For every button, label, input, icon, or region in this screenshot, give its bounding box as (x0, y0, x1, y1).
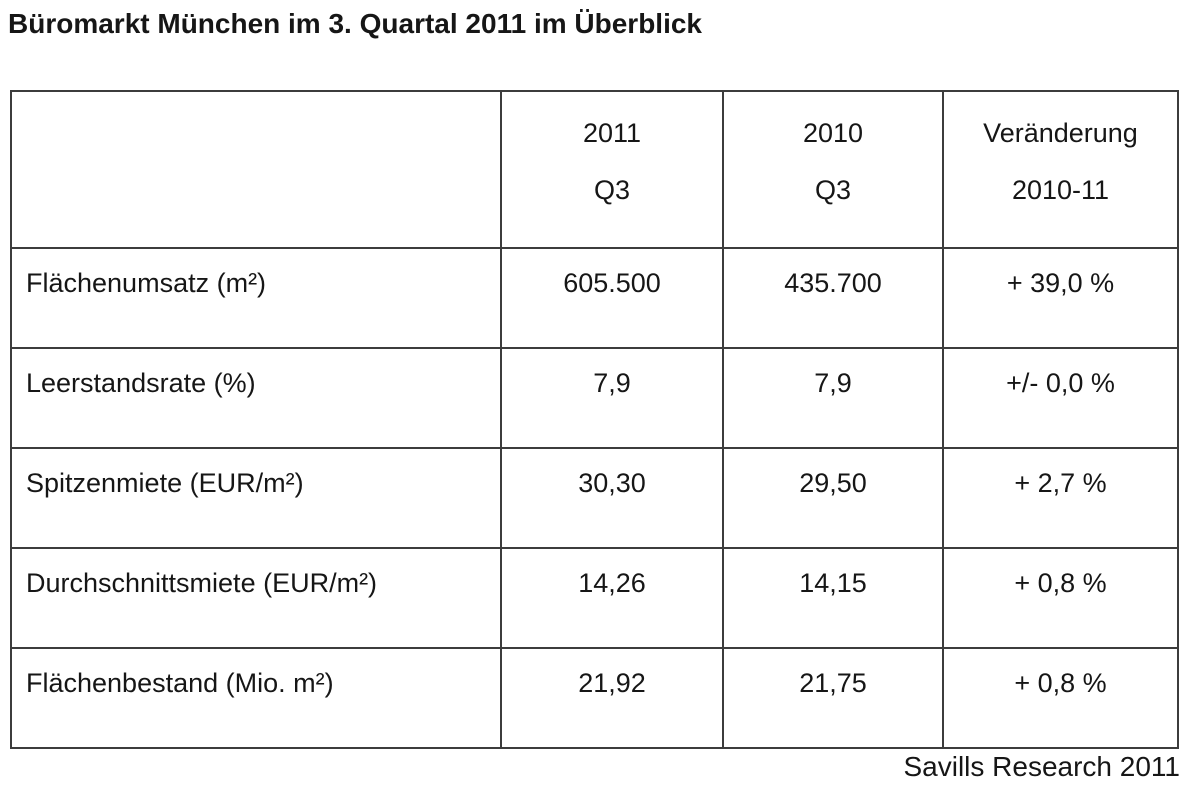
header-change-period: 2010-11 (1011, 175, 1110, 205)
header-2011-q3: 2011 Q3 (500, 90, 724, 249)
header-row: 2011 Q3 2010 Q3 Veränderung 2010-11 (10, 90, 1179, 249)
value-change: + 0,8 % (942, 647, 1179, 749)
value-2011: 30,30 (500, 447, 724, 549)
header-quarter-2010: Q3 (814, 175, 852, 205)
value-change: + 2,7 % (942, 447, 1179, 549)
header-2010-q3: 2010 Q3 (722, 90, 944, 249)
header-quarter-2011: Q3 (593, 175, 631, 205)
metric-label: Leerstandsrate (%) (10, 347, 502, 449)
table-row: Leerstandsrate (%) 7,9 7,9 +/- 0,0 % (10, 347, 1179, 449)
value-change: + 39,0 % (942, 247, 1179, 349)
metric-label: Durchschnittsmiete (EUR/m²) (10, 547, 502, 649)
value-2010: 7,9 (722, 347, 944, 449)
table-row: Durchschnittsmiete (EUR/m²) 14,26 14,15 … (10, 547, 1179, 649)
value-change: + 0,8 % (942, 547, 1179, 649)
value-2011: 14,26 (500, 547, 724, 649)
metric-label: Flächenbestand (Mio. m²) (10, 647, 502, 749)
value-change: +/- 0,0 % (942, 347, 1179, 449)
table-row: Flächenumsatz (m²) 605.500 435.700 + 39,… (10, 247, 1179, 349)
header-year-2011: 2011 (582, 118, 642, 148)
value-2010: 435.700 (722, 247, 944, 349)
header-change-label: Veränderung (983, 118, 1138, 148)
header-metric-empty (10, 90, 502, 249)
value-2010: 21,75 (722, 647, 944, 749)
value-2011: 21,92 (500, 647, 724, 749)
value-2011: 605.500 (500, 247, 724, 349)
value-2010: 14,15 (722, 547, 944, 649)
metric-label: Flächenumsatz (m²) (10, 247, 502, 349)
metric-label: Spitzenmiete (EUR/m²) (10, 447, 502, 549)
value-2010: 29,50 (722, 447, 944, 549)
market-overview-table: 2011 Q3 2010 Q3 Veränderung 2010-11 Fläc… (10, 90, 1179, 749)
source-credit: Savills Research 2011 (903, 751, 1180, 782)
value-2011: 7,9 (500, 347, 724, 449)
table-row: Flächenbestand (Mio. m²) 21,92 21,75 + 0… (10, 647, 1179, 749)
page-title: Büromarkt München im 3. Quartal 2011 im … (8, 8, 702, 39)
table-row: Spitzenmiete (EUR/m²) 30,30 29,50 + 2,7 … (10, 447, 1179, 549)
header-change: Veränderung 2010-11 (942, 90, 1179, 249)
header-year-2010: 2010 (802, 118, 864, 148)
